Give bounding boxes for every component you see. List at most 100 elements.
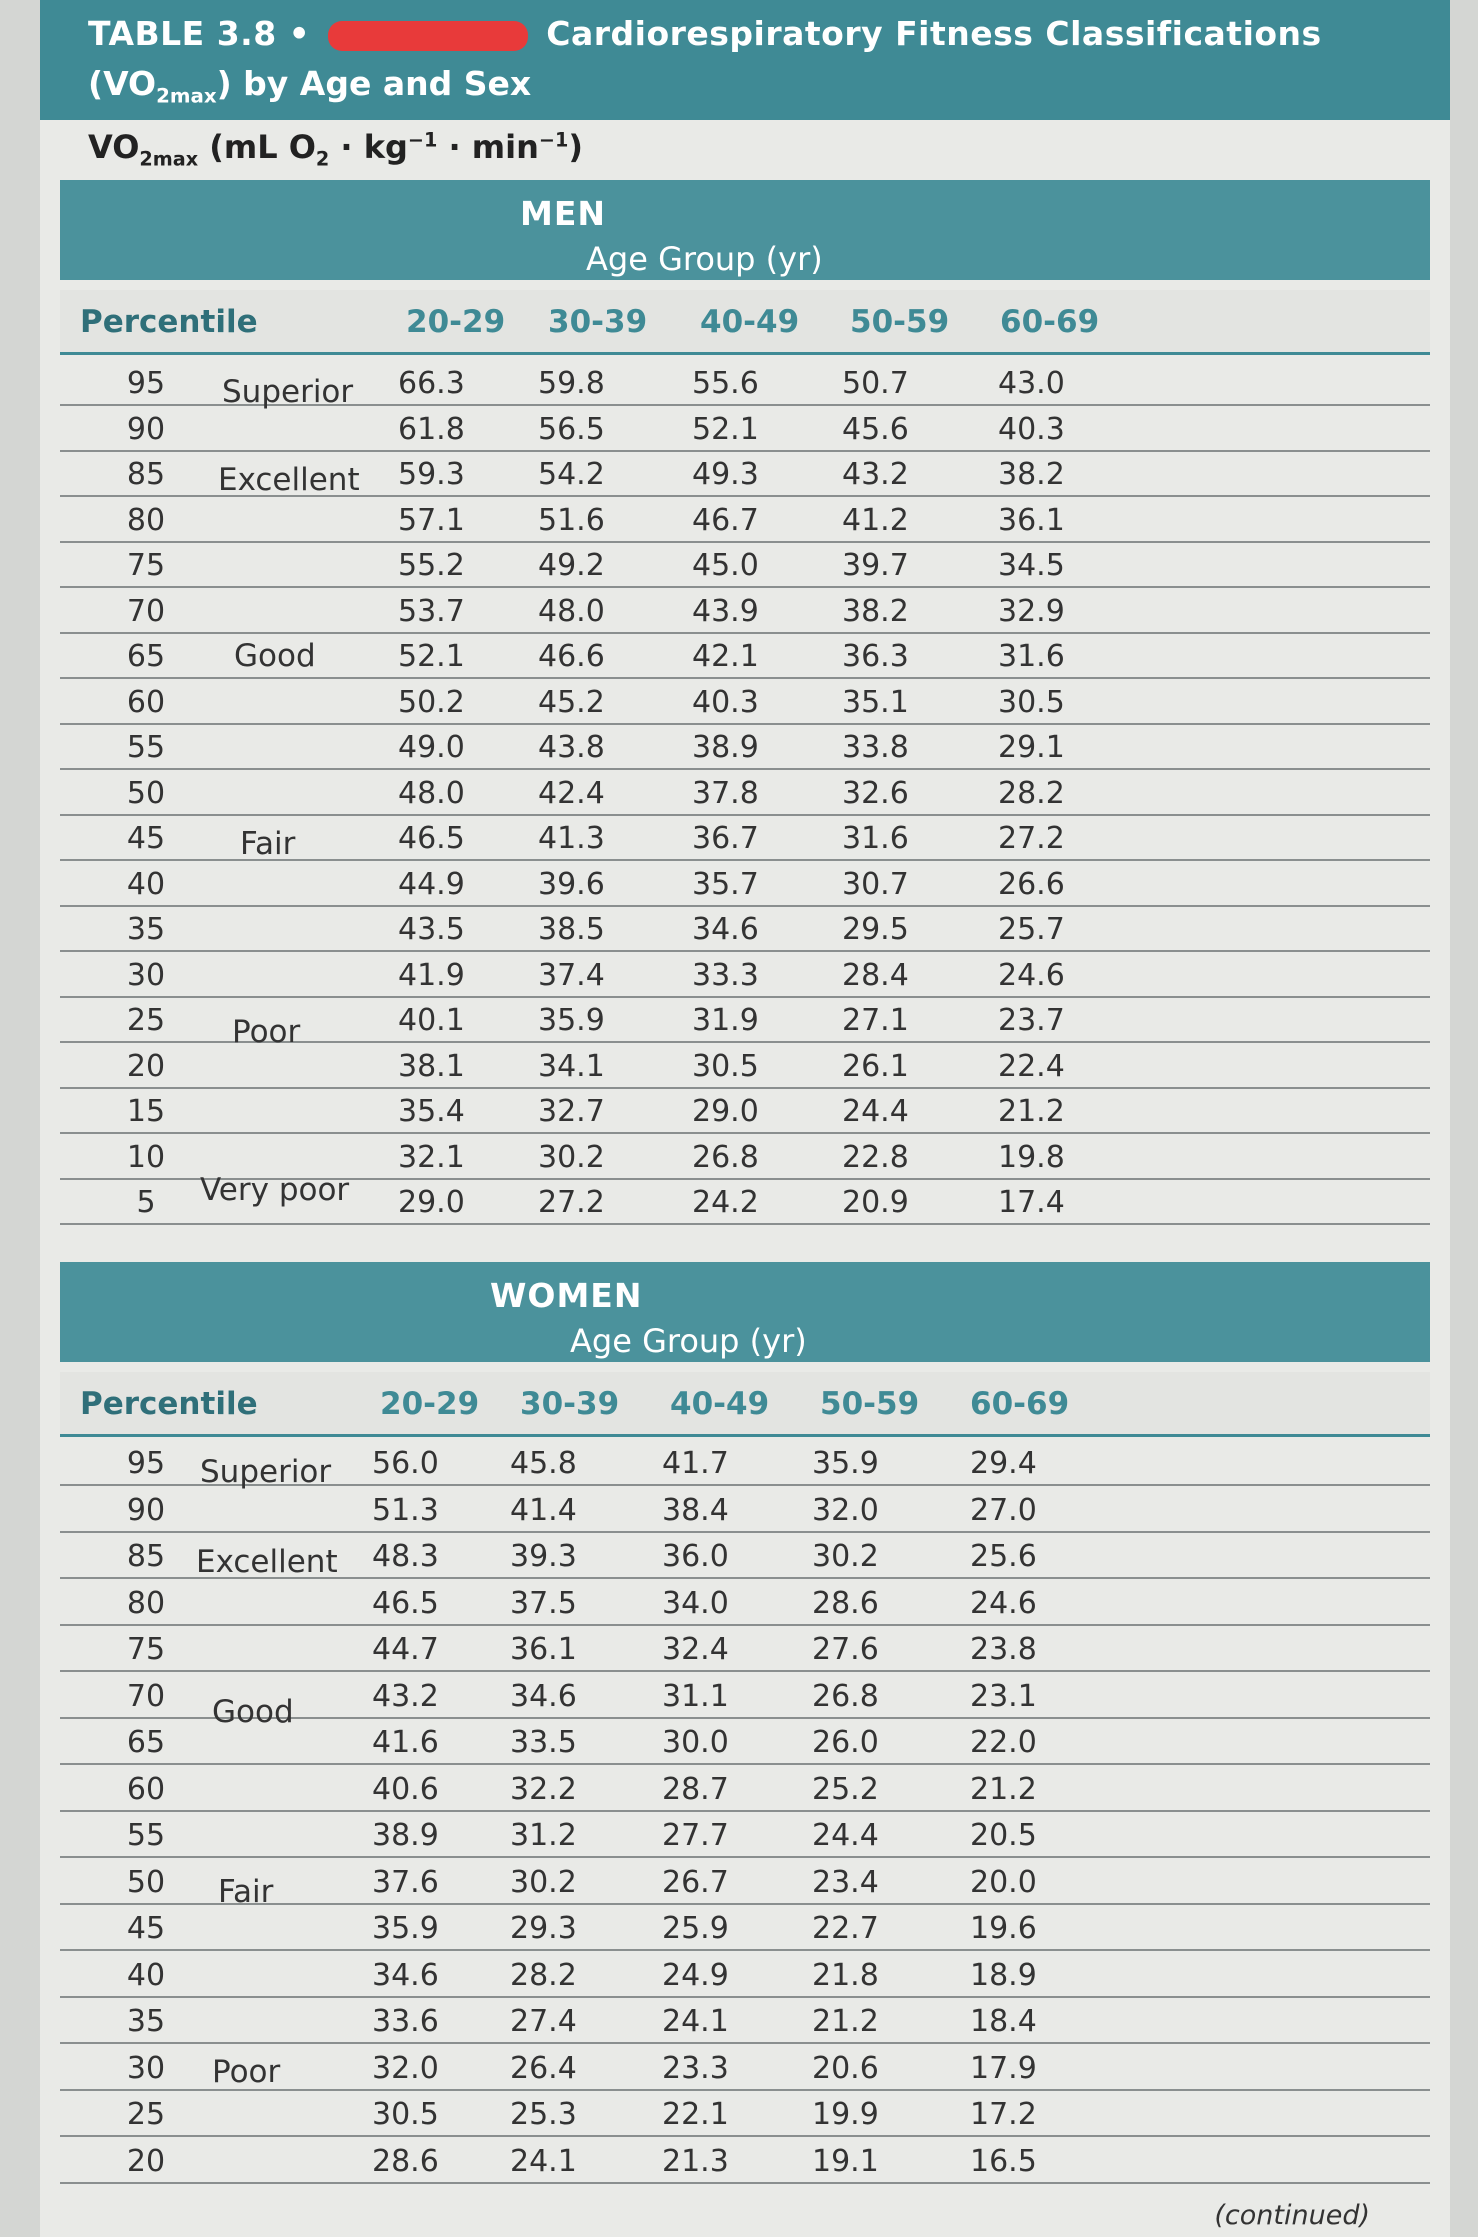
continued-note: (continued) <box>1214 2200 1370 2231</box>
vo2max-value-cell: 27.4 <box>510 2004 577 2039</box>
vo2max-value-cell: 29.3 <box>510 1911 577 1946</box>
title-vo2-subscript: 2max <box>156 84 217 108</box>
men-column-headers: Percentile 20-29 30-39 40-49 50-59 60-69 <box>60 290 1430 355</box>
vo2max-value-cell: 30.5 <box>372 2097 439 2132</box>
vo2max-value-cell: 24.6 <box>970 1585 1037 1621</box>
vo2max-value-cell: 40.6 <box>372 1771 439 1807</box>
percentile-cell: 80 <box>126 502 166 538</box>
unit-min-exponent: −1 <box>538 128 569 152</box>
vo2max-value-cell: 36.1 <box>998 502 1065 538</box>
vo2max-value-cell: 29.4 <box>970 1446 1037 1481</box>
percentile-cell: 15 <box>126 1094 166 1129</box>
vo2max-value-cell: 42.1 <box>692 639 759 674</box>
unit-kg-exponent: −1 <box>407 128 438 152</box>
row-divider <box>60 2181 1430 2184</box>
table-row: 15 35.4 32.7 29.0 24.4 21.2 <box>60 1090 1430 1134</box>
percentile-cell: 65 <box>126 1725 166 1760</box>
vo2max-value-cell: 32.1 <box>398 1139 465 1175</box>
percentile-cell: 60 <box>126 1771 166 1807</box>
table-page: TABLE 3.8 • Cardiorespiratory Fitness Cl… <box>40 0 1450 2237</box>
vo2max-value-cell: 45.8 <box>510 1446 577 1481</box>
vo2max-value-cell: 19.9 <box>812 2097 879 2132</box>
vo2max-value-cell: 41.2 <box>842 502 909 538</box>
vo2max-value-cell: 30.2 <box>538 1139 605 1175</box>
vo2max-value-cell: 50.7 <box>842 366 909 401</box>
percentile-cell: 90 <box>126 411 166 447</box>
percentile-cell: 35 <box>126 912 166 947</box>
vo2max-value-cell: 30.7 <box>842 866 909 902</box>
percentile-cell: 95 <box>126 366 166 401</box>
table-row: 55 38.9 31.2 27.7 24.4 20.5 <box>60 1814 1430 1858</box>
percentile-cell: 10 <box>126 1139 166 1175</box>
vo2max-value-cell: 29.1 <box>998 730 1065 765</box>
vo2max-value-cell: 33.6 <box>372 2004 439 2039</box>
percentile-cell: 95 <box>126 1446 166 1481</box>
women-class-fair: Fair <box>218 1874 274 1910</box>
vo2max-value-cell: 56.0 <box>372 1446 439 1481</box>
vo2max-value-cell: 20.9 <box>842 1185 909 1220</box>
vo2max-value-cell: 46.7 <box>692 502 759 538</box>
vo2max-value-cell: 22.4 <box>998 1048 1065 1084</box>
men-class-good: Good <box>234 638 316 674</box>
vo2max-value-cell: 21.8 <box>812 1957 879 1993</box>
vo2max-value-cell: 17.2 <box>970 2097 1037 2132</box>
title-bullet: • <box>288 14 311 53</box>
percentile-cell: 50 <box>126 775 166 811</box>
vo2max-value-cell: 61.8 <box>398 411 465 447</box>
vo2max-value-cell: 34.1 <box>538 1048 605 1084</box>
row-divider <box>60 1223 1430 1225</box>
table-row: 95 66.3 59.8 55.6 50.7 43.0 <box>60 362 1430 406</box>
table-row: 45 46.5 41.3 36.7 31.6 27.2 <box>60 817 1430 861</box>
vo2max-value-cell: 27.2 <box>538 1185 605 1220</box>
vo2max-value-cell: 26.1 <box>842 1048 909 1084</box>
table-row: 70 53.7 48.0 43.9 38.2 32.9 <box>60 590 1430 634</box>
row-divider <box>60 495 1430 497</box>
women-class-good: Good <box>212 1694 294 1730</box>
table-row: 90 51.3 41.4 38.4 32.0 27.0 <box>60 1489 1430 1533</box>
vo2max-value-cell: 27.7 <box>662 1818 729 1853</box>
vo2max-value-cell: 23.4 <box>812 1864 879 1900</box>
percentile-cell: 20 <box>126 1048 166 1084</box>
men-class-fair: Fair <box>240 826 296 862</box>
row-divider <box>60 1177 1430 1180</box>
vo2max-value-cell: 23.7 <box>998 1003 1065 1038</box>
row-divider <box>60 449 1430 452</box>
women-class-superior: Superior <box>200 1454 332 1490</box>
vo2max-value-cell: 24.1 <box>662 2004 729 2039</box>
women-column-headers: Percentile 20-29 30-39 40-49 50-59 60-69 <box>60 1372 1430 1437</box>
vo2max-value-cell: 20.5 <box>970 1818 1037 1853</box>
men-class-excellent: Excellent <box>218 462 360 498</box>
percentile-cell: 90 <box>126 1492 166 1528</box>
vo2max-value-cell: 25.2 <box>812 1771 879 1807</box>
percentile-cell: 80 <box>126 1585 166 1621</box>
vo2max-value-cell: 29.5 <box>842 912 909 947</box>
women-section-title: WOMEN <box>490 1276 643 1315</box>
vo2max-value-cell: 21.2 <box>998 1094 1065 1129</box>
vo2max-value-cell: 35.9 <box>812 1446 879 1481</box>
vo2max-value-cell: 48.3 <box>372 1539 439 1574</box>
table-row: 20 28.6 24.1 21.3 19.1 16.5 <box>60 2140 1430 2184</box>
vo2max-value-cell: 19.1 <box>812 2143 879 2179</box>
vo2max-value-cell: 26.7 <box>662 1864 729 1900</box>
vo2max-value-cell: 41.6 <box>372 1725 439 1760</box>
vo2max-value-cell: 34.0 <box>662 1585 729 1621</box>
table-row: 85 48.3 39.3 36.0 30.2 25.6 <box>60 1535 1430 1579</box>
vo2max-value-cell: 34.5 <box>998 548 1065 583</box>
table-row: 65 52.1 46.6 42.1 36.3 31.6 <box>60 635 1430 679</box>
vo2max-value-cell: 45.6 <box>842 411 909 447</box>
vo2max-value-cell: 49.0 <box>398 730 465 765</box>
women-age-header-30-39: 30-39 <box>520 1386 620 1422</box>
vo2max-value-cell: 48.0 <box>398 775 465 811</box>
table-row: 45 35.9 29.3 25.9 22.7 19.6 <box>60 1907 1430 1951</box>
percentile-cell: 30 <box>126 2050 166 2086</box>
vo2max-value-cell: 17.9 <box>970 2050 1037 2086</box>
vo2max-value-cell: 38.9 <box>372 1818 439 1853</box>
row-divider <box>60 1902 1430 1905</box>
table-row: 80 46.5 37.5 34.0 28.6 24.6 <box>60 1582 1430 1626</box>
vo2max-value-cell: 44.9 <box>398 866 465 902</box>
percentile-cell: 45 <box>126 821 166 856</box>
row-divider <box>60 540 1430 543</box>
vo2max-value-cell: 20.6 <box>812 2050 879 2086</box>
vo2max-value-cell: 46.5 <box>398 821 465 856</box>
vo2max-value-cell: 43.5 <box>398 912 465 947</box>
